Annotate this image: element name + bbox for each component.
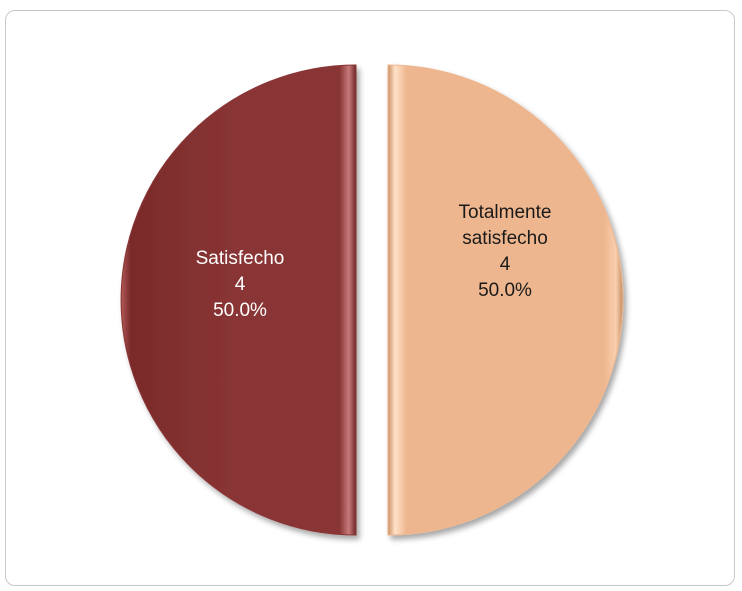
data-label-line: 4 — [500, 254, 511, 275]
data-label-line: satisfecho — [462, 228, 548, 249]
data-label-line: 50.0% — [478, 280, 532, 301]
data-label-line: Satisfecho — [196, 248, 285, 269]
pie-slice-totalmente-satisfecho — [387, 64, 624, 536]
data-label-totalmente-satisfecho: Totalmente satisfecho 4 50.0% — [459, 202, 552, 301]
pie-slice-satisfecho — [120, 64, 357, 536]
data-label-line: Totalmente — [459, 202, 552, 223]
data-label-line: 50.0% — [213, 300, 267, 321]
data-label-line: 4 — [235, 274, 246, 295]
data-label-satisfecho: Satisfecho 4 50.0% — [196, 248, 285, 321]
